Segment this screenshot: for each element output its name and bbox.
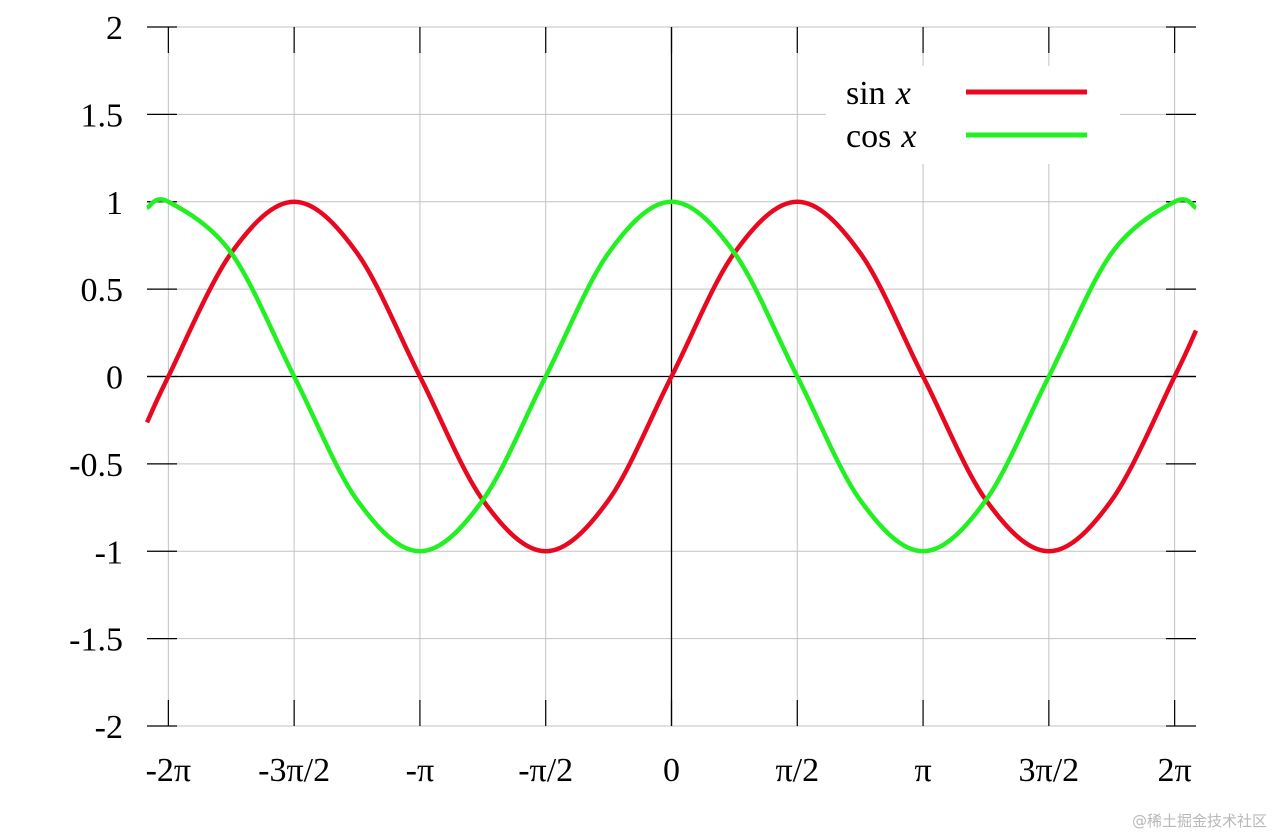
y-tick-label: 1.5 [81,97,124,134]
x-tick-label: -π [406,752,435,789]
legend-label-cos: cos x [846,118,916,155]
x-tick-label: 0 [663,752,680,789]
y-tick-label: 1 [106,185,123,222]
x-tick-label: π [914,752,931,789]
x-tick-label: -π/2 [518,752,573,789]
legend-var-sin: x [895,75,911,112]
x-tick-label: -3π/2 [258,752,330,789]
watermark: @稀土掘金技术社区 [1131,812,1267,830]
y-tick-label: 0 [106,360,123,397]
x-tick-label: 3π/2 [1019,752,1080,789]
tick-labels: -2π -3π/2 -π -π/2 0 π/2 π 3π/2 2π 2 1.5 1 0.5 0 -0.5 -1… [69,10,1192,789]
x-tick-label: π/2 [775,752,819,789]
y-tick-label: -1 [95,534,123,571]
legend-func-cos: cos [846,118,891,155]
x-tick-label: 2π [1158,752,1192,789]
series-line-cos [145,197,1198,554]
legend-var-cos: x [900,118,916,155]
y-tick-label: -1.5 [69,622,123,659]
legend-func-sin: sin [846,75,886,112]
y-tick-label: -2 [95,709,123,746]
y-tick-label: 0.5 [81,272,124,309]
series-lines [144,197,1199,554]
y-tick-label: -0.5 [69,447,123,484]
legend: sin x cos x [846,75,1087,155]
y-tick-label: 2 [106,10,123,47]
legend-label-sin: sin x [846,75,911,112]
series-line-sin [144,199,1199,554]
x-tick-label: -2π [146,752,192,789]
legend-background [826,66,1120,164]
